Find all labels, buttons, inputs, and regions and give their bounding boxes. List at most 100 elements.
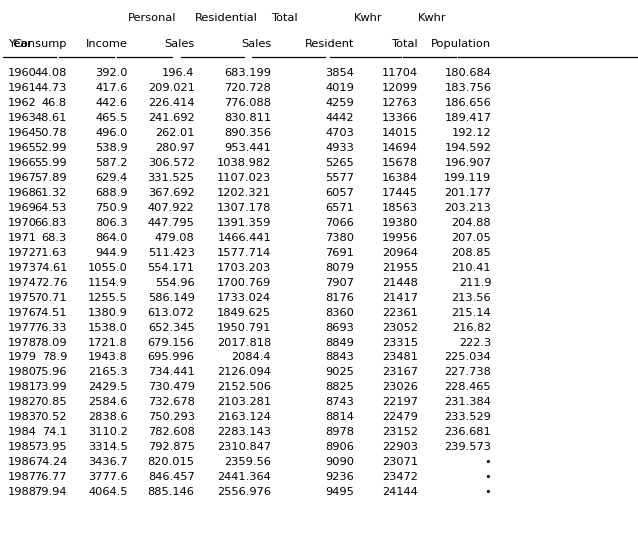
Text: Total: Total [271, 13, 298, 24]
Text: 23472: 23472 [382, 473, 418, 482]
Text: 44.73: 44.73 [34, 83, 67, 93]
Text: 1985: 1985 [8, 442, 36, 452]
Text: 750.293: 750.293 [147, 412, 195, 423]
Text: 75.96: 75.96 [34, 367, 67, 378]
Text: 3314.5: 3314.5 [88, 442, 128, 452]
Text: 9025: 9025 [325, 367, 354, 378]
Text: 8843: 8843 [325, 352, 354, 362]
Text: 1202.321: 1202.321 [217, 188, 271, 198]
Text: 70.85: 70.85 [34, 397, 67, 408]
Text: 1038.982: 1038.982 [217, 158, 271, 168]
Text: 48.61: 48.61 [34, 113, 67, 123]
Text: 1979: 1979 [8, 352, 36, 362]
Text: 21448: 21448 [382, 278, 418, 288]
Text: 6571: 6571 [325, 202, 354, 213]
Text: Population: Population [431, 39, 491, 48]
Text: Income: Income [85, 39, 128, 48]
Text: 730.479: 730.479 [147, 382, 195, 393]
Text: 8360: 8360 [325, 308, 354, 317]
Text: 1255.5: 1255.5 [88, 293, 128, 302]
Text: 280.97: 280.97 [155, 143, 195, 153]
Text: 73.99: 73.99 [34, 382, 67, 393]
Text: 262.01: 262.01 [155, 128, 195, 138]
Text: 23026: 23026 [382, 382, 418, 393]
Text: 629.4: 629.4 [95, 173, 128, 183]
Text: 4259: 4259 [325, 98, 354, 108]
Text: 204.88: 204.88 [452, 217, 491, 228]
Text: 50.78: 50.78 [34, 128, 67, 138]
Text: 1970: 1970 [8, 217, 36, 228]
Text: 1154.9: 1154.9 [88, 278, 128, 288]
Text: 1965: 1965 [8, 143, 36, 153]
Text: Residential: Residential [195, 13, 258, 24]
Text: 2838.6: 2838.6 [88, 412, 128, 423]
Text: 5265: 5265 [325, 158, 354, 168]
Text: 22361: 22361 [382, 308, 418, 317]
Text: 24144: 24144 [382, 487, 418, 497]
Text: 9495: 9495 [325, 487, 354, 497]
Text: 70.71: 70.71 [34, 293, 67, 302]
Text: 21955: 21955 [382, 263, 418, 273]
Text: 734.441: 734.441 [148, 367, 195, 378]
Text: 1978: 1978 [8, 337, 36, 347]
Text: 2163.124: 2163.124 [218, 412, 271, 423]
Text: 1983: 1983 [8, 412, 36, 423]
Text: 1971: 1971 [8, 233, 36, 243]
Text: 1961: 1961 [8, 83, 36, 93]
Text: 44.08: 44.08 [34, 68, 67, 78]
Text: 21417: 21417 [382, 293, 418, 302]
Text: 1307.178: 1307.178 [217, 202, 271, 213]
Text: 213.56: 213.56 [452, 293, 491, 302]
Text: 1733.024: 1733.024 [217, 293, 271, 302]
Text: 3777.6: 3777.6 [88, 473, 128, 482]
Text: 15678: 15678 [382, 158, 418, 168]
Text: 23167: 23167 [382, 367, 418, 378]
Text: 479.08: 479.08 [155, 233, 195, 243]
Text: Year: Year [8, 39, 32, 48]
Text: 554.96: 554.96 [155, 278, 195, 288]
Text: 1986: 1986 [8, 458, 36, 467]
Text: 22903: 22903 [382, 442, 418, 452]
Text: 20964: 20964 [382, 248, 418, 258]
Text: 392.0: 392.0 [95, 68, 128, 78]
Text: 1849.625: 1849.625 [217, 308, 271, 317]
Text: 68.3: 68.3 [41, 233, 67, 243]
Text: 442.6: 442.6 [96, 98, 128, 108]
Text: 22197: 22197 [382, 397, 418, 408]
Text: 7066: 7066 [325, 217, 354, 228]
Text: 496.0: 496.0 [95, 128, 128, 138]
Text: 306.572: 306.572 [148, 158, 195, 168]
Text: 236.681: 236.681 [445, 427, 491, 437]
Text: 2441.364: 2441.364 [218, 473, 271, 482]
Text: Total: Total [391, 39, 418, 48]
Text: 613.072: 613.072 [148, 308, 195, 317]
Text: 17445: 17445 [382, 188, 418, 198]
Text: 2103.281: 2103.281 [217, 397, 271, 408]
Text: 16384: 16384 [382, 173, 418, 183]
Text: 792.875: 792.875 [147, 442, 195, 452]
Text: 367.692: 367.692 [148, 188, 195, 198]
Text: 74.24: 74.24 [34, 458, 67, 467]
Text: 210.41: 210.41 [452, 263, 491, 273]
Text: 1107.023: 1107.023 [217, 173, 271, 183]
Text: Resident: Resident [304, 39, 354, 48]
Text: 192.12: 192.12 [452, 128, 491, 138]
Text: 78.9: 78.9 [41, 352, 67, 362]
Text: 76.77: 76.77 [34, 473, 67, 482]
Text: 2359.56: 2359.56 [225, 458, 271, 467]
Text: 2584.6: 2584.6 [88, 397, 128, 408]
Text: 4064.5: 4064.5 [88, 487, 128, 497]
Text: 73.95: 73.95 [34, 442, 67, 452]
Text: 953.441: 953.441 [225, 143, 271, 153]
Text: 7907: 7907 [325, 278, 354, 288]
Text: 207.05: 207.05 [452, 233, 491, 243]
Text: 846.457: 846.457 [148, 473, 195, 482]
Text: Personal: Personal [128, 13, 176, 24]
Text: 864.0: 864.0 [95, 233, 128, 243]
Text: 806.3: 806.3 [95, 217, 128, 228]
Text: 13366: 13366 [382, 113, 418, 123]
Text: 407.922: 407.922 [148, 202, 195, 213]
Text: 1466.441: 1466.441 [218, 233, 271, 243]
Text: 1977: 1977 [8, 323, 36, 332]
Text: 74.1: 74.1 [41, 427, 67, 437]
